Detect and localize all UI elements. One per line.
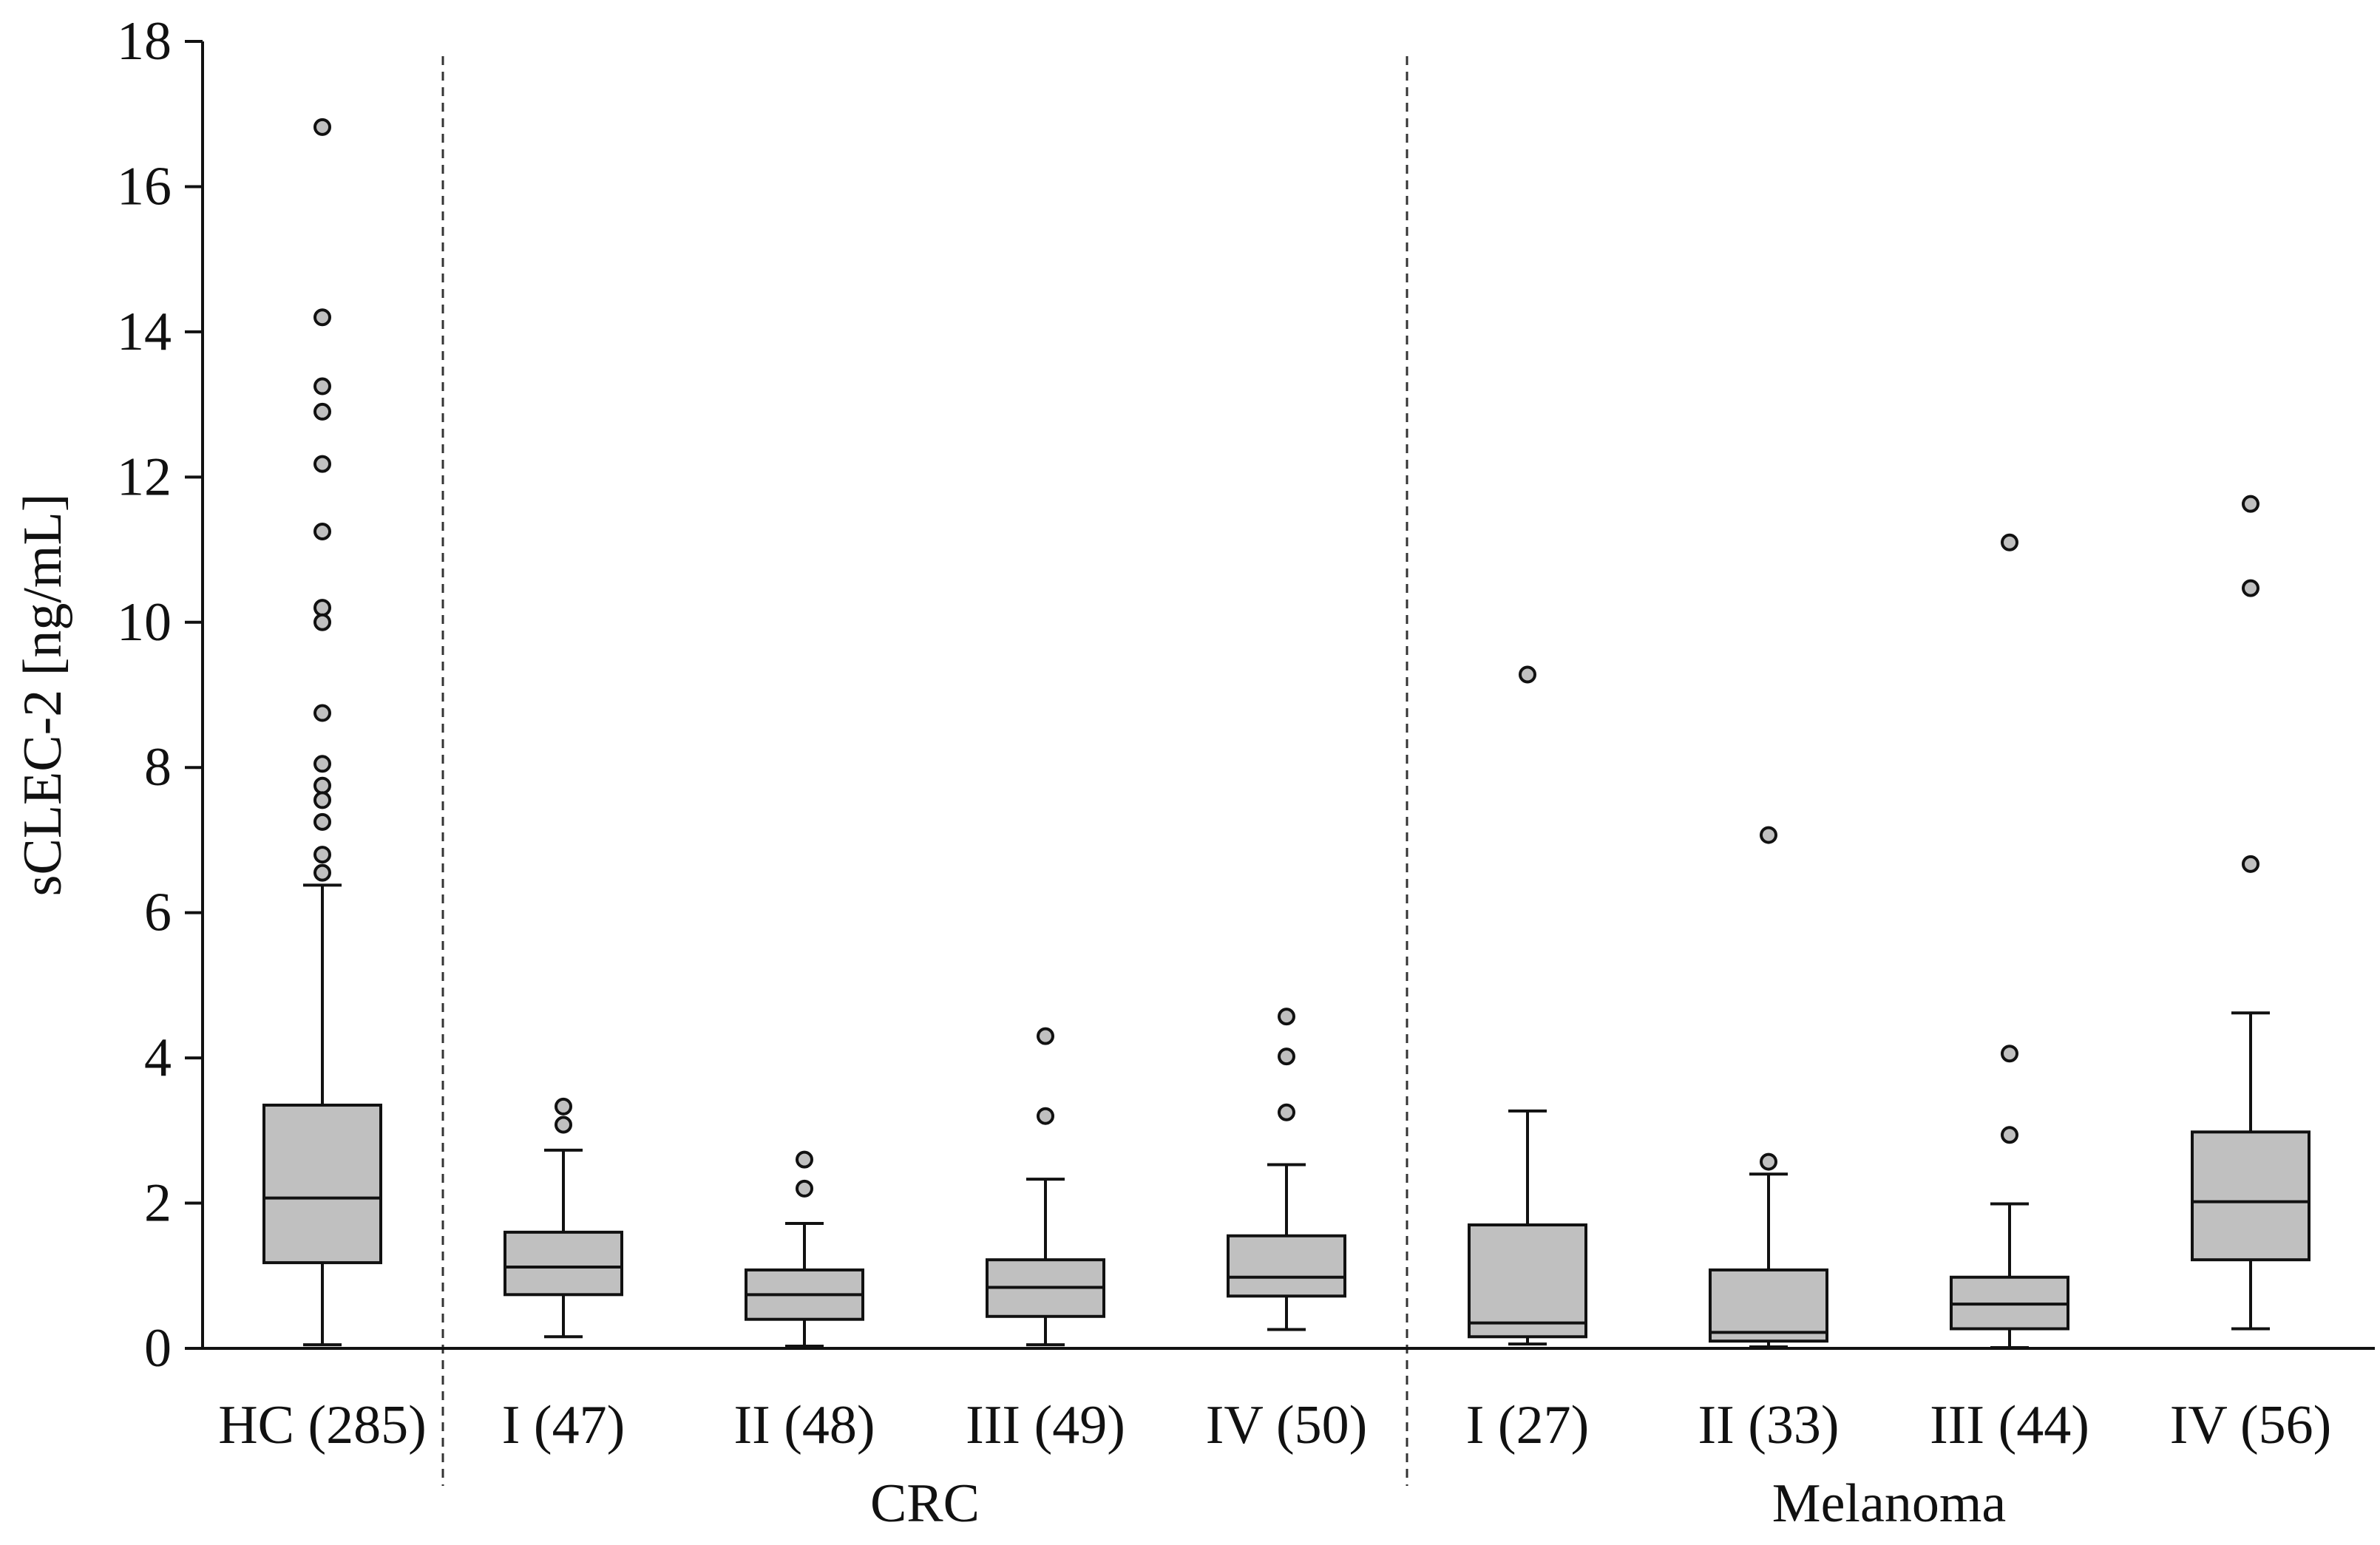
y-tick-label-8: 8 [144, 737, 172, 798]
group-label-melanoma: Melanoma [1772, 1473, 2006, 1534]
iqr-box [1709, 1268, 1828, 1343]
iqr-box [1468, 1223, 1587, 1339]
box-6 [1468, 665, 1587, 1346]
category-labels: HC (285) I (47) II (48) III (49) IV (50) I (2… [218, 1395, 2331, 1456]
y-tick-label-4: 4 [144, 1028, 172, 1088]
outlier-point [796, 1150, 813, 1169]
box-2 [504, 1097, 623, 1339]
outlier-point [1278, 1008, 1295, 1026]
iqr-box [504, 1230, 623, 1297]
box-9 [2191, 495, 2311, 1331]
category-label: IV (50) [1206, 1395, 1368, 1456]
y-tick-label-10: 10 [117, 592, 172, 653]
outlier-point [313, 776, 331, 795]
outlier-point [1278, 1103, 1295, 1121]
box-1 [262, 118, 382, 1347]
category-label: I (27) [1466, 1395, 1589, 1456]
outlier-point [2001, 1045, 2018, 1063]
category-label: II (33) [1698, 1395, 1839, 1456]
outlier-point [2242, 579, 2259, 597]
box-8 [1950, 533, 2069, 1350]
outlier-point [313, 402, 331, 421]
outlier-point [313, 846, 331, 864]
outlier-point [313, 791, 331, 809]
outlier-point [1037, 1027, 1054, 1045]
outlier-point [313, 812, 331, 831]
outlier-point [2001, 1126, 2018, 1144]
box-7 [1709, 826, 1828, 1349]
y-tick-label-12: 12 [117, 446, 172, 507]
outlier-point [1278, 1047, 1295, 1066]
category-label: I (47) [502, 1395, 625, 1456]
box-5 [1227, 1008, 1346, 1331]
group-separators [441, 56, 1408, 1486]
outlier-point [313, 308, 331, 327]
y-tick-label-6: 6 [144, 883, 172, 943]
outlier-point [1760, 1152, 1777, 1171]
outlier-point [2001, 533, 2018, 551]
iqr-box [1227, 1234, 1346, 1298]
outlier-point [1760, 826, 1777, 844]
box-series [262, 118, 2311, 1350]
outlier-point [313, 863, 331, 882]
y-tick-label-18: 18 [117, 11, 172, 72]
box-4 [986, 1027, 1105, 1347]
outlier-point [313, 755, 331, 773]
outlier-point [555, 1116, 572, 1134]
category-label: III (44) [1930, 1395, 2089, 1456]
box-3 [745, 1150, 864, 1348]
outlier-point [313, 599, 331, 617]
outlier-point [313, 704, 331, 722]
outlier-point [313, 523, 331, 540]
outlier-point [555, 1097, 572, 1116]
outlier-point [313, 118, 331, 136]
outlier-point [1037, 1107, 1054, 1125]
outlier-point [313, 613, 331, 631]
y-tick-label-16: 16 [117, 156, 172, 217]
category-label: II (48) [733, 1395, 875, 1456]
outlier-point [796, 1179, 813, 1198]
y-tick-label-0: 0 [144, 1318, 172, 1379]
y-axis: 0 2 4 6 8 10 12 14 16 18 [117, 11, 204, 1379]
y-tick-label-2: 2 [144, 1173, 172, 1234]
category-label: III (49) [966, 1395, 1125, 1456]
outlier-point [313, 377, 331, 395]
iqr-box [262, 1103, 382, 1265]
outlier-point [2242, 495, 2259, 513]
outlier-point [2242, 855, 2259, 873]
category-label: HC (285) [218, 1395, 427, 1456]
group-labels: CRC Melanoma [870, 1473, 2006, 1534]
y-axis-title: sCLEC-2 [ng/mL] [13, 494, 73, 897]
iqr-box [2191, 1130, 2311, 1262]
category-label: IV (56) [2170, 1395, 2332, 1456]
outlier-point [1519, 665, 1536, 684]
outlier-point [313, 455, 331, 473]
y-tick-label-14: 14 [117, 302, 172, 362]
group-label-crc: CRC [870, 1473, 980, 1534]
